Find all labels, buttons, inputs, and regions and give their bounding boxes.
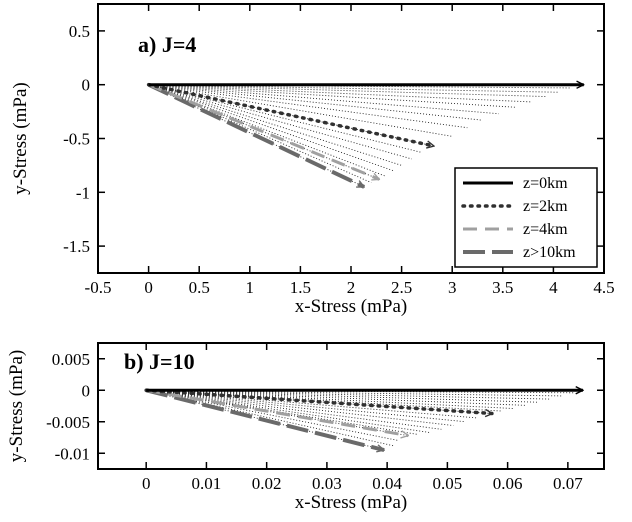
x-axis-label: x-Stress (mPa) [295, 296, 407, 317]
x-tick-label: 1.5 [290, 278, 311, 297]
intermediate-vector [146, 389, 538, 403]
x-tick-label: 0.02 [252, 474, 282, 493]
intermediate-vector [146, 389, 454, 426]
x-tick-label: 0.03 [312, 474, 342, 493]
intermediate-vector [148, 84, 532, 103]
legend-label: z=4km [523, 221, 568, 238]
x-tick-label: 2.5 [391, 278, 412, 297]
x-tick-label: 0.06 [493, 474, 523, 493]
legend-label: z=2km [523, 198, 568, 215]
panel-label: a) J=4 [138, 32, 196, 57]
x-tick-label: 3 [448, 278, 457, 297]
x-tick-label: 0.07 [553, 474, 583, 493]
y-tick-label: -1 [76, 183, 90, 202]
vector-z2km [146, 82, 436, 146]
x-tick-label: 0 [144, 278, 153, 297]
x-tick-label: 0.05 [433, 474, 463, 493]
intermediate-vector [146, 389, 550, 400]
vector-z10km [147, 82, 365, 189]
y-tick-label: -0.5 [63, 130, 90, 149]
x-tick-label: 4.5 [593, 278, 614, 297]
intermediate-vector [148, 84, 386, 177]
intermediate-vector [146, 389, 478, 419]
panel-label: b) J=10 [124, 349, 195, 374]
x-tick-label: 1 [246, 278, 255, 297]
intermediate-vector [146, 389, 400, 442]
y-tick-label: -0.01 [55, 444, 90, 463]
y-tick-label: 0 [82, 381, 91, 400]
vector-z10km [145, 388, 384, 450]
x-tick-label: 0.04 [372, 474, 402, 493]
intermediate-vector [148, 84, 412, 160]
y-axis-label: y-Stress (mPa) [6, 350, 27, 462]
y-tick-label: -1.5 [63, 237, 90, 256]
x-tick-label: 0.5 [189, 278, 210, 297]
x-tick-label: 4 [549, 278, 558, 297]
intermediate-vector [146, 389, 514, 409]
x-tick-label: -0.5 [85, 278, 112, 297]
x-tick-label: 0.01 [192, 474, 222, 493]
vector-z4km [148, 83, 380, 181]
intermediate-vector [148, 84, 559, 93]
intermediate-vector [148, 84, 394, 172]
legend-label: z=0km [523, 175, 568, 192]
y-tick-label: -0.005 [46, 413, 90, 432]
intermediate-vector [148, 84, 516, 108]
legend-label: z>10km [523, 244, 576, 261]
intermediate-vector [146, 389, 526, 406]
intermediate-vector [148, 84, 453, 137]
x-tick-label: 3.5 [492, 278, 513, 297]
intermediate-vector [146, 389, 466, 423]
intermediate-vector [148, 84, 483, 121]
y-tick-label: 0.5 [69, 22, 90, 41]
intermediate-vector [146, 389, 493, 415]
x-tick-label: 0 [142, 474, 151, 493]
x-axis-label: x-Stress (mPa) [295, 492, 407, 513]
x-tick-label: 2 [347, 278, 356, 297]
vector-z4km [145, 388, 408, 435]
plot-frame [97, 342, 605, 470]
intermediate-vector [148, 84, 422, 153]
intermediate-vector [148, 84, 546, 97]
y-axis-label: y-Stress (mPa) [10, 82, 31, 194]
y-tick-label: 0 [82, 76, 91, 95]
intermediate-vector [148, 84, 468, 129]
intermediate-vector [148, 84, 402, 166]
panel-b-j10: 0 0.01 0.02 0.03 0.04 0.05 0.06 0.07 0.005 0 -0.00… [6, 342, 605, 513]
panel-a-j4: -0.5 0 0.5 1 1.5 2 2.5 3 3.5 4 4.5 0.5 0 -0.5 -1 -1.5 x-… [10, 3, 615, 317]
y-tick-label: 0.005 [52, 350, 90, 369]
vector-z2km [144, 388, 495, 413]
